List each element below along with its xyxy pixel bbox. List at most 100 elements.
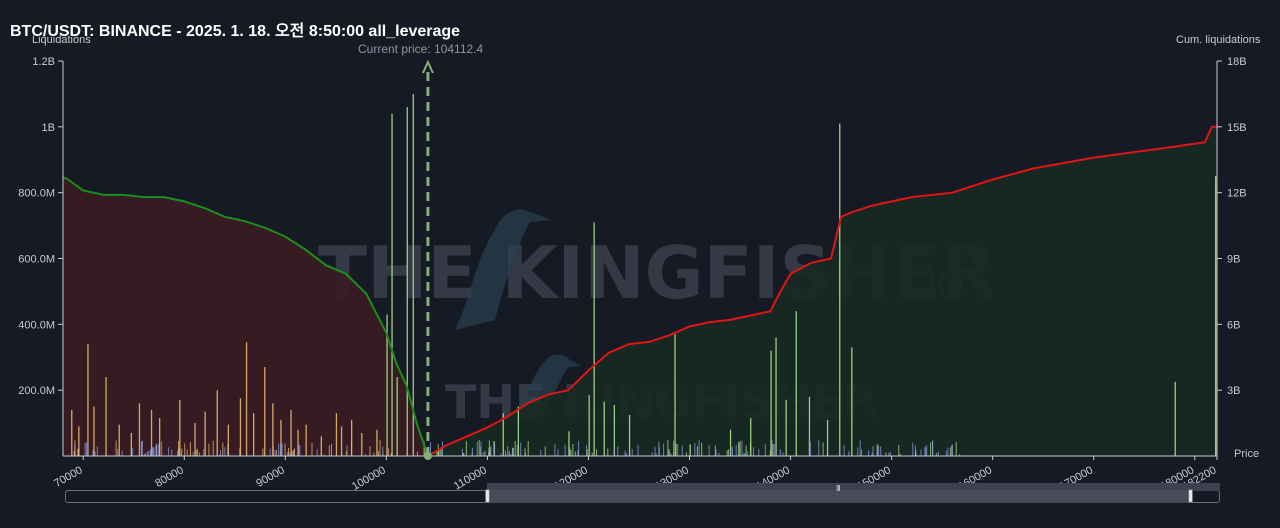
- range-handle-left[interactable]: [485, 489, 490, 503]
- noise-bar: [947, 447, 949, 456]
- bar-1-10: [593, 222, 595, 456]
- bar-0-5: [118, 424, 120, 456]
- noise-bar: [637, 444, 639, 456]
- noise-bar: [924, 446, 926, 456]
- noise-bar: [153, 447, 155, 456]
- noise-bar: [379, 439, 381, 456]
- noise-bar: [440, 447, 442, 456]
- noise-bar: [199, 452, 200, 456]
- bar-1-15: [689, 444, 691, 456]
- x-tick-label: 90000: [254, 464, 286, 490]
- cum-curve-0: [62, 176, 429, 457]
- noise-bar: [189, 442, 191, 456]
- bar-0-16: [245, 342, 248, 456]
- noise-bar: [920, 449, 922, 456]
- noise-bar: [843, 444, 845, 456]
- noise-bar: [177, 449, 179, 456]
- noise-bar: [482, 452, 484, 456]
- noise-bar: [771, 439, 773, 456]
- noise-bar: [951, 444, 953, 456]
- noise-bar: [177, 450, 178, 456]
- noise-bar: [121, 450, 123, 456]
- noise-bar: [694, 443, 696, 456]
- noise-bar: [298, 445, 300, 456]
- noise-bar: [809, 441, 811, 456]
- bar-1-20: [785, 400, 787, 456]
- noise-bar: [742, 454, 743, 456]
- noise-bar: [500, 453, 502, 456]
- noise-bar: [577, 450, 579, 456]
- bar-1-22: [808, 396, 811, 457]
- noise-bar: [484, 450, 486, 456]
- noise-bar: [651, 452, 653, 456]
- bar-1-4: [412, 93, 414, 457]
- noise-bar: [87, 451, 89, 456]
- noise-bar: [186, 449, 188, 456]
- noise-bar: [286, 451, 288, 456]
- noise-bar: [708, 444, 710, 456]
- noise-bar: [294, 448, 295, 456]
- noise-bar: [631, 448, 633, 456]
- noise-bar: [663, 443, 665, 456]
- bar-1-24: [839, 123, 841, 456]
- y-left-tick-label: 200.0M: [18, 385, 55, 397]
- bar-0-19: [272, 403, 274, 456]
- noise-bar: [195, 450, 197, 456]
- noise-bar: [527, 441, 529, 456]
- noise-bar: [745, 445, 747, 456]
- noise-bar: [859, 440, 861, 456]
- noise-bar: [299, 445, 301, 456]
- noise-bar: [668, 449, 670, 456]
- noise-bar: [141, 440, 143, 456]
- noise-bar: [872, 446, 874, 456]
- bar-0-2: [87, 344, 89, 456]
- range-grip-icon[interactable]: III: [836, 484, 841, 493]
- bar-1-14: [674, 334, 676, 456]
- noise-bar: [591, 452, 593, 456]
- noise-bar: [848, 451, 850, 456]
- noise-bar: [78, 448, 79, 456]
- noise-bar: [741, 440, 743, 456]
- noise-bar: [350, 442, 352, 456]
- x-tick-label: 110000: [452, 464, 489, 492]
- noise-bar: [140, 441, 142, 456]
- noise-bar: [899, 453, 901, 456]
- bar-1-25: [851, 347, 853, 456]
- noise-bar: [346, 445, 348, 456]
- noise-bar: [272, 446, 274, 456]
- noise-bar: [728, 449, 730, 456]
- bar-0-8: [150, 409, 153, 456]
- noise-bar: [544, 446, 546, 456]
- noise-bar: [730, 447, 732, 456]
- noise-bar: [772, 443, 774, 456]
- noise-bar: [607, 448, 609, 456]
- bar-1-16: [729, 429, 732, 456]
- cumulative-areas: [63, 126, 1217, 457]
- noise-bar: [476, 441, 478, 456]
- noise-bar: [557, 449, 559, 456]
- noise-bar: [839, 447, 841, 456]
- noise-bar: [365, 453, 367, 456]
- noise-bar: [228, 453, 230, 456]
- y-left-tick-label: 600.0M: [18, 254, 55, 266]
- noise-bar: [613, 448, 615, 456]
- range-selection[interactable]: [487, 490, 1191, 503]
- noise-bar: [284, 443, 286, 456]
- bar-1-18: [770, 350, 772, 456]
- range-handle-right[interactable]: [1188, 489, 1193, 503]
- noise-bar: [508, 450, 510, 456]
- noise-bar: [262, 448, 264, 456]
- noise-bar: [655, 453, 657, 456]
- noise-bar: [654, 446, 656, 456]
- range-selection-band[interactable]: [487, 483, 1220, 491]
- y-right-tick-label: 15B: [1227, 122, 1247, 134]
- noise-bar: [930, 442, 932, 456]
- noise-bar: [239, 448, 241, 456]
- noise-bar: [876, 444, 878, 456]
- noise-bar: [480, 441, 482, 456]
- noise-bar: [596, 449, 597, 456]
- bar-0-18: [264, 367, 266, 456]
- noise-bar: [181, 448, 183, 456]
- noise-bar: [677, 443, 679, 456]
